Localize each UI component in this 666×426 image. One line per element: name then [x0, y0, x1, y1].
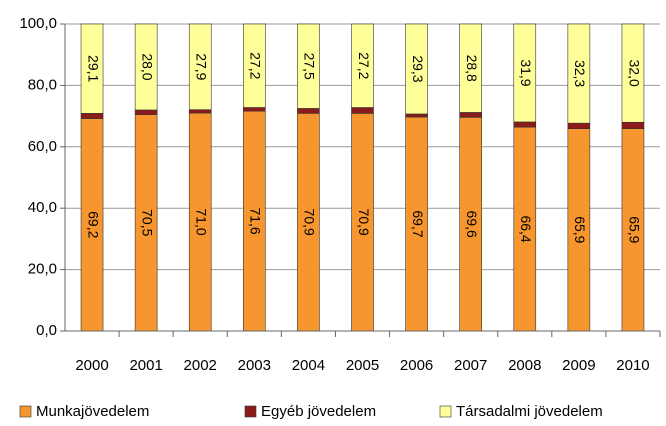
data-label: 71,6 — [248, 207, 264, 234]
data-label: 29,3 — [410, 55, 426, 82]
x-tick-label: 2010 — [616, 357, 649, 374]
x-tick-label: 2006 — [400, 357, 433, 374]
bar-segment — [621, 23, 645, 123]
data-label: 65,9 — [626, 216, 642, 243]
x-tick-label: 2002 — [184, 357, 217, 374]
legend-swatch — [244, 405, 257, 418]
data-label: 69,2 — [85, 211, 101, 238]
data-label: 70,5 — [139, 209, 155, 236]
data-label: 32,3 — [572, 60, 588, 87]
bar-segment — [621, 121, 645, 129]
x-tick-label: 2004 — [292, 357, 325, 374]
x-tick-label: 2008 — [508, 357, 541, 374]
legend-label: Egyéb jövedelem — [261, 403, 376, 420]
legend-label: Munkajövedelem — [36, 403, 149, 420]
bar-segment — [243, 107, 266, 112]
data-label: 70,9 — [356, 209, 372, 236]
x-tick-label: 2003 — [238, 357, 271, 374]
bar-segment — [80, 113, 104, 119]
bar-segment — [188, 109, 212, 114]
bar-segment — [188, 23, 212, 110]
bar-segment — [80, 23, 104, 114]
y-tick-label: 40,0 — [28, 199, 57, 216]
data-label: 32,0 — [626, 59, 642, 86]
x-tick-label: 2000 — [75, 357, 108, 374]
data-label: 27,2 — [248, 52, 264, 79]
data-label: 28,8 — [464, 55, 480, 82]
y-tick-label: 0,0 — [36, 322, 57, 339]
bar-segment — [513, 121, 537, 128]
x-tick-label: 2001 — [129, 357, 162, 374]
bar-segment — [405, 23, 428, 115]
y-tick-label: 20,0 — [28, 261, 57, 278]
x-tick-label: 2007 — [454, 357, 487, 374]
y-tick-label: 80,0 — [28, 76, 57, 93]
bar-segment — [351, 23, 374, 108]
bar-segment — [243, 23, 266, 108]
bar-segment — [459, 23, 482, 113]
data-label: 31,9 — [518, 59, 534, 86]
data-label: 27,2 — [356, 52, 372, 79]
bar-segment — [134, 109, 158, 115]
data-label: 66,4 — [518, 215, 534, 242]
legend-label: Társadalmi jövedelem — [456, 403, 603, 420]
bar-segment — [297, 108, 320, 114]
data-label: 69,7 — [410, 210, 426, 237]
data-label: 70,9 — [302, 209, 318, 236]
bar-segment — [459, 112, 482, 118]
data-label: 65,9 — [572, 216, 588, 243]
bar-segment — [513, 23, 537, 123]
bar-segment — [134, 23, 158, 111]
data-label: 71,0 — [194, 208, 210, 235]
data-label: 69,6 — [464, 211, 480, 238]
y-tick-label: 60,0 — [28, 138, 57, 155]
data-label: 28,0 — [139, 53, 155, 80]
x-tick-label: 2009 — [562, 357, 595, 374]
x-tick-label: 2005 — [346, 357, 379, 374]
data-label: 27,5 — [302, 53, 318, 80]
data-label: 27,9 — [194, 53, 210, 80]
bar-segment — [567, 122, 591, 129]
data-label: 29,1 — [85, 55, 101, 82]
legend-swatch — [439, 405, 452, 418]
legend-swatch — [19, 405, 32, 418]
bar-segment — [297, 23, 320, 109]
y-tick-label: 100,0 — [19, 15, 57, 32]
bar-segment — [405, 113, 428, 118]
bar-segment — [351, 107, 374, 114]
bar-segment — [567, 23, 591, 124]
